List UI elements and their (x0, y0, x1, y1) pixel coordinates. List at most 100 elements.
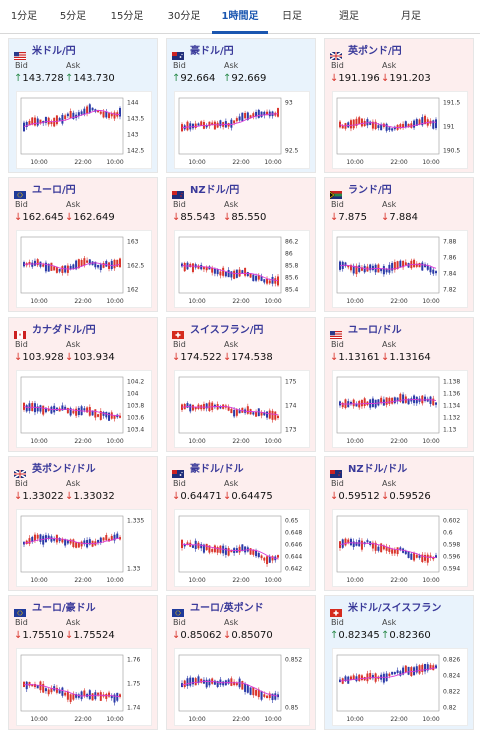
candle-body (263, 694, 266, 697)
tab-1[interactable]: 5分足 (59, 11, 87, 22)
currency-card[interactable]: 英ポンド/円 Bid Ask ↓191.196 ↓191.203 191.5 191 190.… (324, 38, 474, 173)
card-header: ユーロ/豪ドル (14, 600, 96, 617)
pair-name[interactable]: 英ポンド/円 (348, 45, 402, 57)
pair-name[interactable]: NZドル/円 (190, 184, 240, 196)
tab-6[interactable]: 週足 (339, 11, 359, 22)
currency-card[interactable]: ユーロ/英ポンド Bid Ask ↓0.85062 ↓0.85070 0.852 0.85 1… (166, 595, 316, 730)
arrow-down-icon: ↓ (381, 491, 390, 502)
candle-body (393, 262, 396, 270)
currency-card[interactable]: 豪ドル/円 Bid Ask ↑92.664 ↑92.669 93 92.5 10:00 22:0… (166, 38, 316, 173)
mini-candle-chart[interactable]: 7.88 7.86 7.84 7.82 10:00 22:00 10:00 (332, 230, 468, 308)
pair-name[interactable]: NZドル/ドル (348, 463, 408, 475)
candle-body (355, 118, 358, 126)
x-time-label: 10:00 (106, 159, 123, 166)
candle-body (69, 539, 72, 544)
candle-body (432, 398, 435, 406)
candle-body (413, 120, 416, 128)
currency-card[interactable]: NZドル/ドル Bid Ask ↓0.59512 ↓0.59526 0.602 0.6 0.5… (324, 456, 474, 591)
pair-name[interactable]: 豪ドル/円 (190, 45, 234, 57)
candle-body (183, 544, 186, 547)
tab-2[interactable]: 15分足 (110, 11, 144, 22)
tab-5[interactable]: 日足 (282, 11, 302, 22)
bid-label: Bid (331, 340, 344, 349)
mini-candle-chart[interactable]: 1.138 1.136 1.134 1.132 1.13 10:00 22:00 10:00 (332, 370, 468, 448)
candle-body (97, 110, 100, 113)
tab-0[interactable]: 1分足 (10, 11, 38, 22)
candle-body (202, 544, 205, 553)
mini-candle-chart[interactable]: 163 162.5 162 10:00 22:00 10:00 (16, 230, 152, 308)
pair-name[interactable]: スイスフラン/円 (190, 324, 264, 336)
pair-name[interactable]: 米ドル/スイスフラン (348, 602, 442, 614)
candle-body (66, 407, 69, 414)
pair-name[interactable]: 英ポンド/ドル (32, 463, 96, 475)
candle-body (33, 684, 36, 687)
candle-chart-svg: 1.138 1.136 1.134 1.132 1.13 10:00 22:00 10:00 (336, 376, 460, 445)
candle-body (64, 539, 67, 546)
currency-card[interactable]: ユーロ/円 Bid Ask ↓162.645 ↓162.649 163 162.5 162 10… (8, 177, 158, 312)
pair-name[interactable]: ユーロ/豪ドル (32, 602, 96, 614)
arrow-down-icon: ↓ (381, 352, 390, 363)
mini-candle-chart[interactable]: 0.852 0.85 10:00 22:00 10:00 (174, 648, 310, 726)
y-tick-label: 174 (285, 403, 297, 410)
mini-candle-chart[interactable]: 104.2 104 103.8 103.6 103.4 10:00 22:00 10:00 (16, 370, 152, 448)
candle-body (424, 554, 427, 561)
mini-candle-chart[interactable]: 86.2 86 85.8 85.6 85.4 10:00 22:00 10:00 (174, 230, 310, 308)
candle-body (99, 537, 102, 543)
candle-body (268, 693, 271, 698)
candle-body (108, 692, 111, 697)
candle-body (47, 689, 50, 695)
candle-body (404, 665, 407, 673)
tab-3[interactable]: 30分足 (167, 11, 201, 22)
mini-candle-chart[interactable]: 0.65 0.648 0.646 0.644 0.642 10:00 22:00 10:00 (174, 509, 310, 587)
candle-body (396, 670, 399, 673)
pair-name[interactable]: ランド/円 (348, 184, 392, 196)
pair-name[interactable]: ユーロ/円 (32, 184, 76, 196)
candle-body (69, 265, 72, 270)
candle-body (42, 405, 45, 415)
mini-candle-chart[interactable]: 1.76 1.75 1.74 10:00 22:00 10:00 (16, 648, 152, 726)
mini-candle-chart[interactable]: 144 143.5 143 142.5 10:00 22:00 10:00 (16, 91, 152, 169)
mini-candle-chart[interactable]: 93 92.5 10:00 22:00 10:00 (174, 91, 310, 169)
candle-body (110, 535, 113, 541)
y-tick-label: 85.8 (285, 263, 299, 270)
candle-body (197, 676, 200, 684)
candle-body (119, 694, 121, 697)
mini-candle-chart[interactable]: 1.335 1.33 10:00 22:00 10:00 (16, 509, 152, 587)
candle-body (28, 261, 31, 265)
candle-body (380, 269, 383, 272)
mini-candle-chart[interactable]: 0.826 0.824 0.822 0.82 10:00 22:00 10:00 (332, 648, 468, 726)
mini-candle-chart[interactable]: 191.5 191 190.5 10:00 22:00 10:00 (332, 91, 468, 169)
pair-name[interactable]: ユーロ/ドル (348, 324, 402, 336)
pair-name[interactable]: 豪ドル/ドル (190, 463, 244, 475)
x-time-label: 10:00 (346, 577, 363, 584)
candle-body (244, 683, 247, 692)
candle-body (396, 397, 399, 402)
pair-name[interactable]: ユーロ/英ポンド (190, 602, 264, 614)
pair-name[interactable]: カナダドル/円 (32, 324, 96, 336)
currency-card[interactable]: 米ドル/スイスフラン Bid Ask ↑0.82345 ↑0.82360 0.826 0.8… (324, 595, 474, 730)
candle-body (119, 258, 121, 268)
currency-card[interactable]: 英ポンド/ドル Bid Ask ↓1.33022 ↓1.33032 1.335 1.33 10… (8, 456, 158, 591)
currency-card[interactable]: 米ドル/円 Bid Ask ↑143.728 ↑143.730 144 143.5 143 14… (8, 38, 158, 173)
currency-card[interactable]: 豪ドル/ドル Bid Ask ↓0.64471 ↓0.64475 0.65 0.648 0.6… (166, 456, 316, 591)
mini-candle-chart[interactable]: 0.602 0.6 0.598 0.596 0.594 10:00 22:00 10:00 (332, 509, 468, 587)
candle-body (404, 262, 407, 266)
candle-body (219, 120, 222, 127)
tab-4[interactable]: 1時間足 (212, 0, 268, 34)
candle-body (36, 406, 39, 412)
candle-body (205, 266, 208, 271)
currency-card[interactable]: カナダドル/円 Bid Ask ↓103.928 ↓103.934 104.2 104 103… (8, 317, 158, 452)
bid-value: ↓85.543 (172, 212, 216, 223)
currency-card[interactable]: ユーロ/ドル Bid Ask ↓1.13161 ↓1.13164 1.138 1.136 1.… (324, 317, 474, 452)
ask-label: Ask (224, 618, 239, 627)
currency-card[interactable]: NZドル/円 Bid Ask ↓85.543 ↓85.550 86.2 86 85.8 85.6… (166, 177, 316, 312)
currency-card[interactable]: ランド/円 Bid Ask ↓7.875 ↓7.884 7.88 7.86 7.84 7.82 1… (324, 177, 474, 312)
candle-body (377, 546, 380, 551)
pair-name[interactable]: 米ドル/円 (32, 45, 76, 57)
candle-body (268, 280, 271, 284)
currency-card[interactable]: スイスフラン/円 Bid Ask ↓174.522 ↓174.538 175 174 173 1… (166, 317, 316, 452)
currency-card[interactable]: ユーロ/豪ドル Bid Ask ↓1.75510 ↓1.75524 1.76 1.75 1.7… (8, 595, 158, 730)
tab-7[interactable]: 月足 (401, 11, 421, 22)
mini-candle-chart[interactable]: 175 174 173 10:00 22:00 10:00 (174, 370, 310, 448)
candle-body (88, 104, 91, 113)
